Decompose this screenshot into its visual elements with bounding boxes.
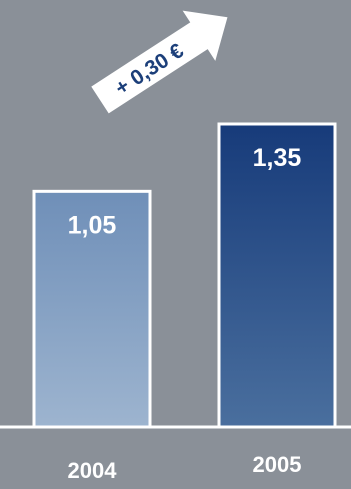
bar-2004 <box>32 189 152 429</box>
category-label-2005: 2005 <box>253 452 302 477</box>
growth-arrow: + 0,30 € <box>91 10 228 114</box>
category-label-2004: 2004 <box>68 458 118 483</box>
arrow-shape <box>91 10 228 114</box>
bar-value-label-2004: 1,05 <box>68 211 117 239</box>
bar-value-label-2005: 1,35 <box>253 144 302 172</box>
